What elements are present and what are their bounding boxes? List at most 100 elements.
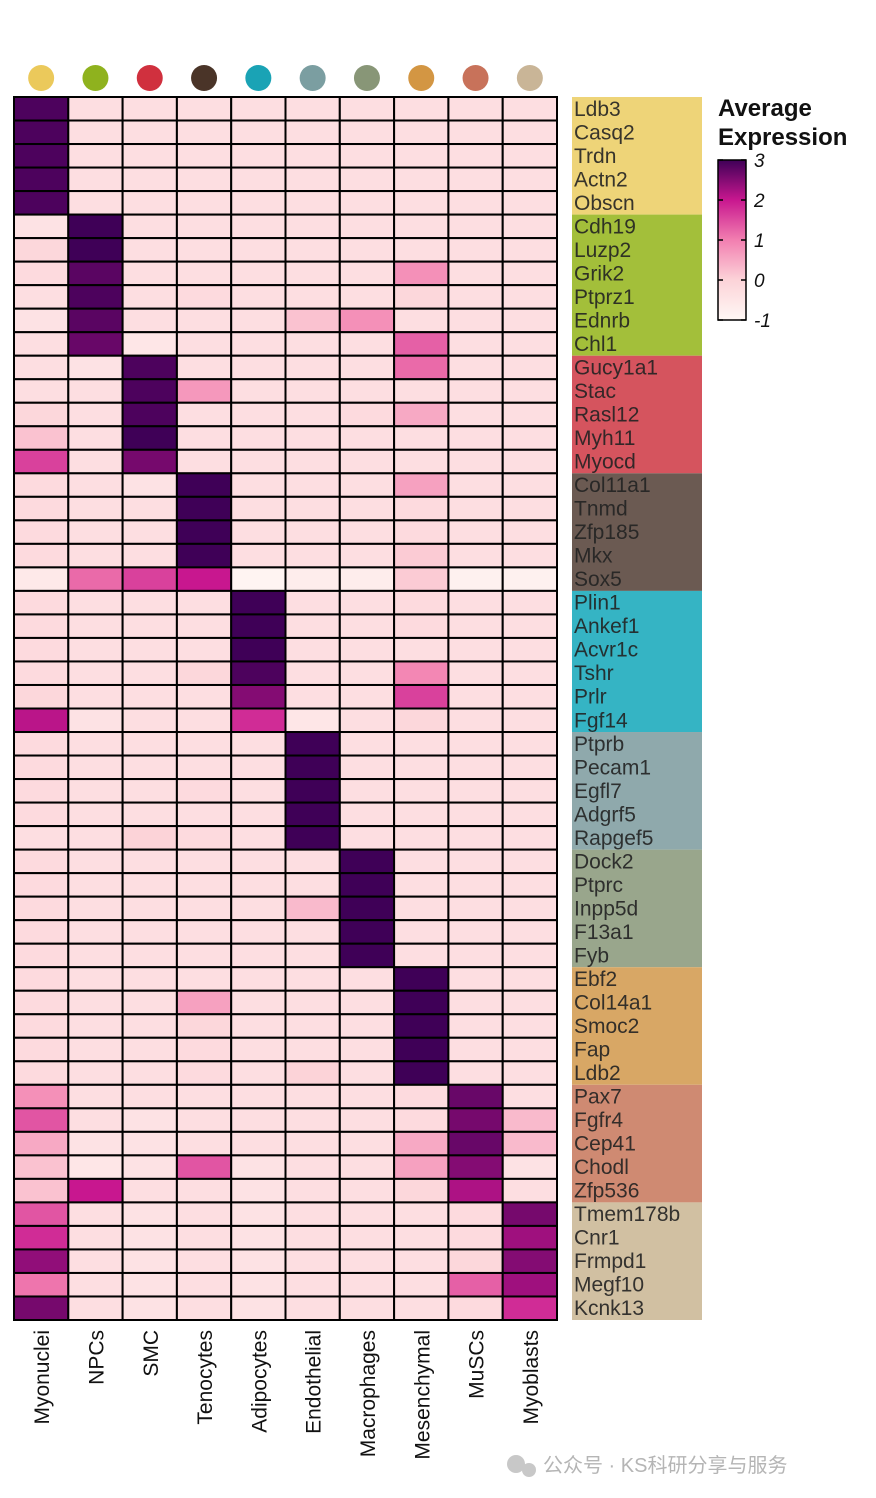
row-label: Rapgef5 xyxy=(574,827,653,850)
heatmap-cell xyxy=(121,895,178,922)
heatmap-cell xyxy=(284,307,341,334)
heatmap-cell xyxy=(284,495,341,522)
heatmap-cell xyxy=(175,872,233,898)
heatmap-cell xyxy=(447,895,504,922)
heatmap-cell xyxy=(175,284,233,310)
row-label: Casq2 xyxy=(574,121,635,144)
heatmap-cell xyxy=(121,683,178,710)
row-label: Egfl7 xyxy=(574,780,622,803)
heatmap-cell xyxy=(501,331,559,357)
heatmap-cell xyxy=(447,801,504,828)
heatmap-cell xyxy=(338,1130,396,1157)
heatmap-cell xyxy=(393,331,450,357)
heatmap-cell xyxy=(447,825,504,851)
row-label: Grik2 xyxy=(574,262,624,285)
heatmap-cell xyxy=(393,401,450,428)
heatmap-cell xyxy=(230,237,287,263)
heatmap-cell xyxy=(338,1248,396,1274)
row-label: Tmem178b xyxy=(574,1203,680,1226)
heatmap-cell xyxy=(67,801,124,828)
heatmap-cell xyxy=(121,213,178,240)
heatmap-cell xyxy=(175,472,233,498)
heatmap-cell xyxy=(447,872,504,898)
column-dot xyxy=(28,65,55,91)
heatmap-cell xyxy=(338,237,396,263)
heatmap-cell xyxy=(338,401,396,428)
heatmap-cell xyxy=(67,378,124,404)
heatmap-cell xyxy=(393,1154,450,1180)
colorbar-title: Average Expression xyxy=(718,95,848,151)
heatmap-cell xyxy=(501,589,559,616)
heatmap-cell xyxy=(13,190,70,216)
heatmap-cell xyxy=(284,966,341,992)
heatmap-cell xyxy=(13,566,70,592)
heatmap-cell xyxy=(501,96,559,122)
heatmap-cell xyxy=(393,636,450,663)
heatmap-cell xyxy=(230,942,287,969)
heatmap-cell xyxy=(501,237,559,263)
heatmap-cell xyxy=(393,166,450,193)
heatmap-cell xyxy=(175,707,233,734)
row-label: Megf10 xyxy=(574,1274,644,1297)
row-label: Chl1 xyxy=(574,333,617,356)
heatmap-cell xyxy=(121,237,178,263)
heatmap-cell xyxy=(338,778,396,804)
heatmap-cell xyxy=(13,354,70,381)
colorbar-tick-label: 0 xyxy=(754,271,765,292)
heatmap-cell xyxy=(230,966,287,992)
heatmap-cell xyxy=(338,354,396,381)
heatmap-cell xyxy=(230,707,287,734)
heatmap-cell xyxy=(284,1060,341,1086)
heatmap-cell xyxy=(447,425,504,451)
heatmap-cell xyxy=(121,1271,178,1298)
row-label: Cnr1 xyxy=(574,1227,620,1250)
heatmap-cell xyxy=(175,1201,233,1227)
heatmap-cell xyxy=(67,919,124,945)
heatmap-cell xyxy=(13,754,70,781)
heatmap-cell xyxy=(447,448,504,475)
heatmap-cell xyxy=(393,190,450,216)
heatmap-cell xyxy=(393,1013,450,1039)
heatmap-cell xyxy=(230,119,287,146)
heatmap-cell xyxy=(175,119,233,146)
heatmap-cell xyxy=(67,96,124,122)
heatmap-cell xyxy=(230,801,287,828)
heatmap-cell xyxy=(393,895,450,922)
heatmap-cell xyxy=(230,731,287,757)
row-label: Inpp5d xyxy=(574,897,638,920)
heatmap-cell xyxy=(338,96,396,122)
row-label: Tnmd xyxy=(574,498,628,521)
heatmap-cell xyxy=(121,1130,178,1157)
heatmap-cell xyxy=(447,119,504,146)
row-label: Cep41 xyxy=(574,1133,636,1156)
heatmap-cell xyxy=(175,683,233,710)
heatmap-cell xyxy=(338,1295,396,1321)
row-group-band xyxy=(572,473,702,591)
heatmap-cell xyxy=(447,636,504,663)
heatmap-cell xyxy=(393,707,450,734)
heatmap-cell xyxy=(67,331,124,357)
heatmap-cell xyxy=(13,1271,70,1298)
heatmap-cell xyxy=(284,448,341,475)
heatmap-cell xyxy=(230,1271,287,1298)
heatmap-cell xyxy=(230,848,287,875)
heatmap-cell xyxy=(175,213,233,240)
heatmap-cell xyxy=(67,848,124,875)
heatmap-cell xyxy=(393,213,450,240)
heatmap-cell xyxy=(121,260,178,287)
heatmap-cell xyxy=(121,448,178,475)
heatmap-cell xyxy=(13,848,70,875)
heatmap-cell xyxy=(338,1271,396,1298)
watermark: 公众号 · KS科研分享与服务 xyxy=(543,1454,787,1477)
row-label: Trdn xyxy=(574,145,616,168)
heatmap-cell xyxy=(67,213,124,240)
heatmap-cell xyxy=(338,1036,396,1063)
heatmap-cell xyxy=(175,190,233,216)
heatmap-cell xyxy=(175,401,233,428)
column-dot xyxy=(462,65,489,91)
row-label: Ebf2 xyxy=(574,968,617,991)
heatmap-cell xyxy=(175,1036,233,1063)
row-label: Pax7 xyxy=(574,1086,622,1109)
heatmap-cell xyxy=(121,495,178,522)
heatmap-cell xyxy=(121,1060,178,1086)
